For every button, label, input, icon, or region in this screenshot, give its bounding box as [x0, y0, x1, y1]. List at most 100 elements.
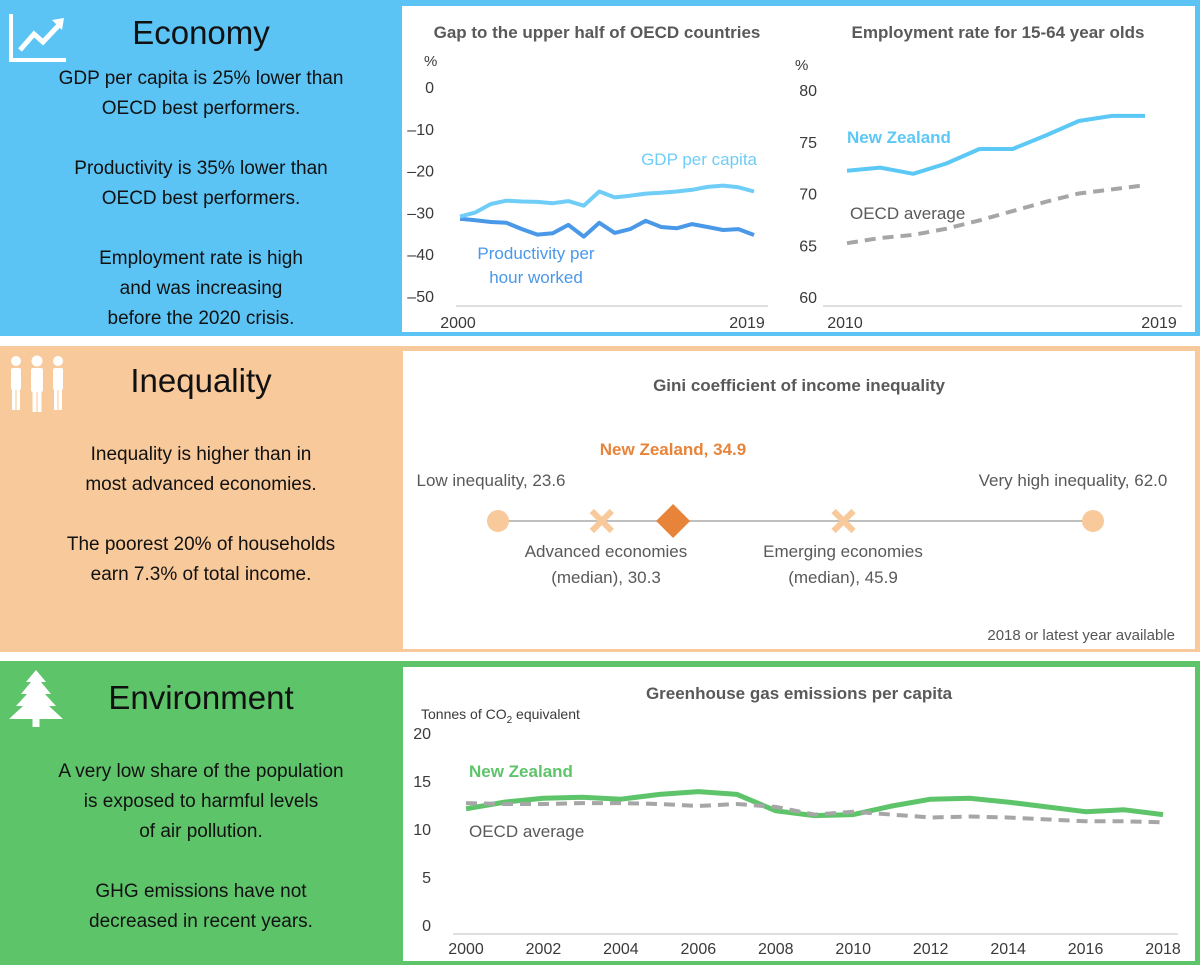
- gini-footnote: 2018 or latest year available: [987, 627, 1175, 644]
- chart-title: Gini coefficient of income inequality: [653, 376, 945, 395]
- oecd-average-line: [465, 801, 1164, 825]
- ghg-chart: Greenhouse gas emissions per capita Tonne…: [413, 684, 1181, 958]
- gini-label-very-high: Very high inequality, 62.0: [979, 471, 1168, 490]
- oecd-average-line: [846, 183, 1146, 246]
- x-tick-label: 2000: [440, 315, 476, 332]
- inequality-section: Inequality Inequality is higher than in m…: [0, 346, 1200, 652]
- gini-marker-circle: [487, 510, 509, 532]
- section-title-inequality: Inequality: [130, 362, 272, 399]
- x-tick-label: 2008: [758, 941, 794, 958]
- summary-line: earn 7.3% of total income.: [90, 564, 312, 585]
- inequality-paragraph: The poorest 20% of households earn 7.3% o…: [2, 530, 400, 590]
- series-label-new-zealand: New Zealand: [847, 128, 951, 147]
- series-label-productivity: Productivity per hour worked: [477, 244, 594, 287]
- gini-marker-diamond: [656, 504, 691, 538]
- section-title-environment: Environment: [108, 679, 294, 716]
- gini-marker-cross: [831, 508, 856, 534]
- gini-marker-circle: [1082, 510, 1104, 532]
- series-label-new-zealand: New Zealand: [469, 762, 573, 781]
- y-tick-label: 60: [799, 290, 817, 307]
- employment-chart: Employment rate for 15-64 year olds% 80 75…: [795, 23, 1182, 332]
- series-label-gdp: GDP per capita: [641, 150, 757, 169]
- y-axis-unit: %: [795, 57, 808, 74]
- y-tick-label: 15: [413, 774, 431, 791]
- summary-line: and was increasing: [119, 278, 283, 299]
- gini-marker-cross: [589, 508, 614, 534]
- y-tick-label: 5: [422, 870, 431, 887]
- y-tick-label: –20: [407, 164, 434, 181]
- summary-line: most advanced economies.: [85, 474, 317, 495]
- x-tick-label: 2004: [603, 941, 639, 958]
- trend-up-icon: [9, 14, 66, 62]
- economy-charts-panel: Gap to the upper half of OECD countries%…: [402, 6, 1195, 332]
- series-label-oecd-average: OECD average: [850, 204, 965, 223]
- x-tick-label: 2010: [835, 941, 871, 958]
- environment-summary: A very low share of the population is exp…: [2, 757, 400, 937]
- y-tick-label: 75: [799, 135, 817, 152]
- x-tick-label: 2010: [827, 315, 863, 332]
- summary-line: Productivity is 35% lower than: [74, 158, 328, 179]
- y-tick-label: 70: [799, 187, 817, 204]
- x-tick-label: 2019: [1141, 315, 1177, 332]
- x-tick-label: 2002: [526, 941, 562, 958]
- series-label-oecd-average: OECD average: [469, 822, 584, 841]
- y-tick-label: 65: [799, 238, 817, 255]
- environment-paragraph: GHG emissions have not decreased in recen…: [2, 877, 400, 937]
- y-tick-label: –30: [407, 205, 434, 222]
- chart-title: Gap to the upper half of OECD countries: [434, 23, 761, 42]
- gini-label-low: Low inequality, 23.6: [416, 471, 565, 490]
- summary-line: GDP per capita is 25% lower than: [58, 68, 344, 89]
- summary-line: before the 2020 crisis.: [107, 308, 295, 329]
- y-axis-unit: %: [424, 53, 437, 70]
- summary-line: Inequality is higher than in: [90, 444, 312, 465]
- y-tick-label: 0: [425, 80, 434, 97]
- gap-chart: Gap to the upper half of OECD countries%…: [407, 23, 768, 332]
- y-tick-label: –40: [407, 247, 434, 264]
- summary-line: OECD best performers.: [101, 98, 301, 119]
- summary-line: GHG emissions have not: [95, 881, 307, 902]
- gini-label-emerging-line1: Emerging economies: [763, 542, 923, 561]
- x-tick-label: 2014: [990, 941, 1026, 958]
- x-tick-label: 2012: [913, 941, 949, 958]
- summary-line: Employment rate is high: [99, 248, 303, 269]
- environment-section: Environment A very low share of the popu…: [0, 661, 1200, 965]
- summary-line: OECD best performers.: [101, 188, 301, 209]
- people-icon: [11, 355, 63, 412]
- chart-title: Greenhouse gas emissions per capita: [646, 684, 953, 703]
- summary-line: The poorest 20% of households: [66, 534, 336, 555]
- new-zealand-line: [846, 113, 1145, 176]
- gini-chart: Gini coefficient of income inequality Low…: [416, 376, 1175, 644]
- summary-line: decreased in recent years.: [89, 911, 313, 932]
- economy-section: Economy GDP per capita is 25% lower than…: [0, 0, 1200, 336]
- x-tick-label: 2019: [729, 315, 765, 332]
- y-tick-label: –10: [407, 122, 434, 139]
- economy-paragraph: Employment rate is high and was increasin…: [2, 244, 400, 334]
- inequality-paragraph: Inequality is higher than in most advance…: [2, 440, 400, 500]
- tree-icon: [9, 670, 63, 727]
- economy-summary: GDP per capita is 25% lower than OECD bes…: [2, 64, 400, 334]
- y-tick-label: –50: [407, 289, 434, 306]
- chart-title: Employment rate for 15-64 year olds: [852, 23, 1145, 42]
- economy-paragraph: GDP per capita is 25% lower than OECD bes…: [2, 64, 400, 124]
- y-tick-label: 0: [422, 918, 431, 935]
- environment-chart-panel: Greenhouse gas emissions per capita Tonne…: [403, 667, 1195, 961]
- gini-label-emerging-line2: (median), 45.9: [788, 568, 898, 587]
- inequality-chart-panel: Gini coefficient of income inequality Low…: [403, 351, 1195, 649]
- economy-paragraph: Productivity is 35% lower than OECD best …: [2, 154, 400, 214]
- inequality-summary: Inequality is higher than in most advance…: [2, 440, 400, 590]
- environment-paragraph: A very low share of the population is exp…: [2, 757, 400, 847]
- x-tick-label: 2018: [1145, 941, 1181, 958]
- section-title-economy: Economy: [132, 14, 270, 51]
- x-tick-label: 2006: [681, 941, 717, 958]
- productivity-line: [459, 216, 755, 239]
- summary-line: is exposed to harmful levels: [83, 791, 319, 812]
- summary-line: of air pollution.: [139, 821, 263, 842]
- summary-line: A very low share of the population: [58, 761, 344, 782]
- gini-label-new-zealand: New Zealand, 34.9: [600, 440, 746, 459]
- y-tick-label: 10: [413, 822, 431, 839]
- y-tick-label: 20: [413, 726, 431, 743]
- gini-label-advanced-line1: Advanced economies: [525, 542, 688, 561]
- gdp-per-capita-line: [459, 183, 755, 219]
- x-tick-label: 2016: [1068, 941, 1104, 958]
- x-tick-label: 2000: [448, 941, 484, 958]
